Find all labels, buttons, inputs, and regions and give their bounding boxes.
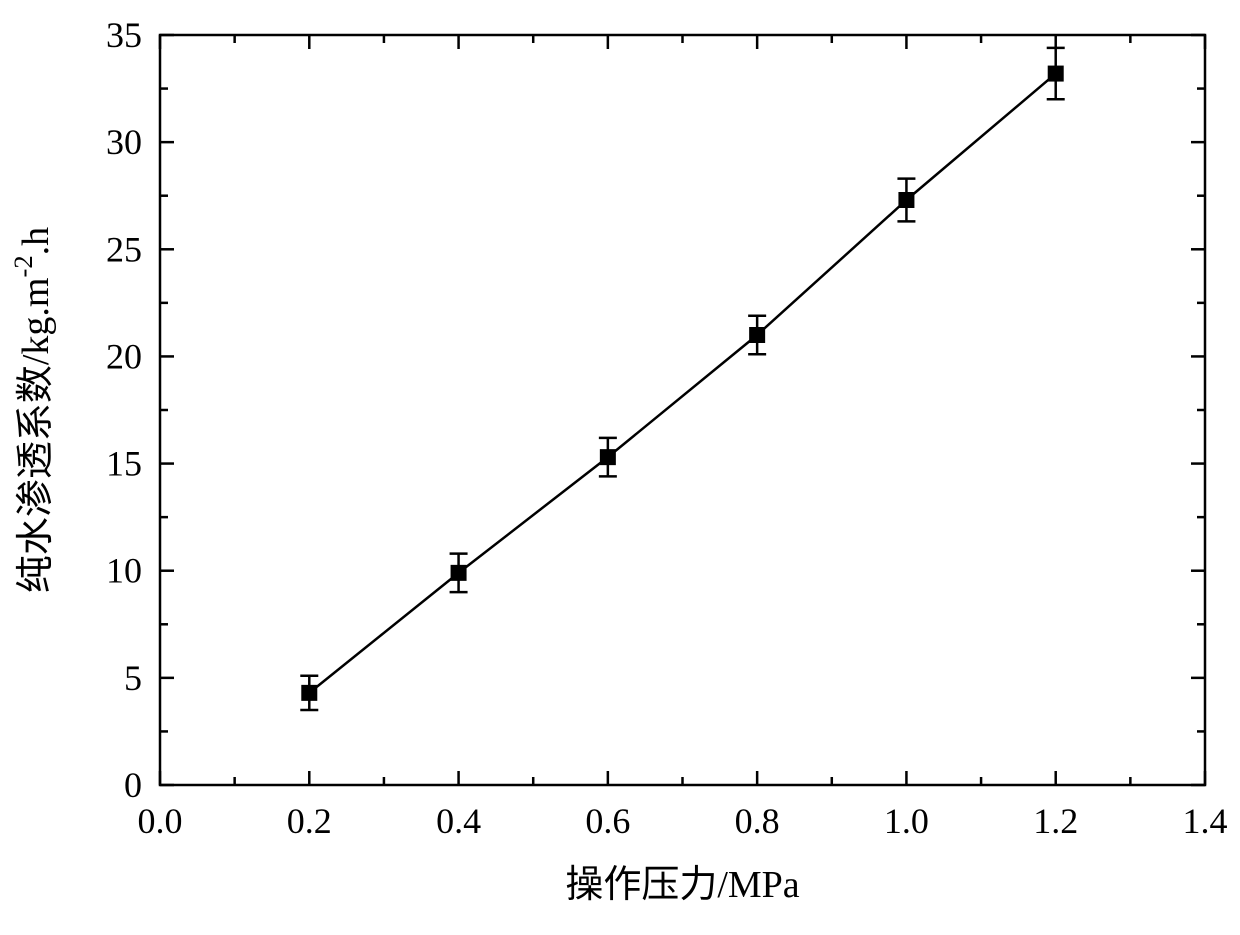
y-tick-label: 15 bbox=[106, 444, 142, 484]
x-tick-label: 0.6 bbox=[585, 801, 630, 841]
chart-svg: 0.0 0.2 0.4 0.6 0.8 1.0 1.2 1.4 0 5 10 15 20 25 30 35 操作… bbox=[0, 0, 1240, 935]
x-tick-label: 0.2 bbox=[287, 801, 332, 841]
series-marker bbox=[301, 685, 317, 701]
x-axis-label: 操作压力/MPa bbox=[565, 864, 799, 906]
y-tick-label: 25 bbox=[106, 229, 142, 269]
y-axis-label: 纯水渗透系数/kg.m-2.h bbox=[8, 227, 57, 593]
series-marker bbox=[749, 327, 765, 343]
y-tick-label: 10 bbox=[106, 551, 142, 591]
chart-container: 0.0 0.2 0.4 0.6 0.8 1.0 1.2 1.4 0 5 10 15 20 25 30 35 操作… bbox=[0, 0, 1240, 935]
chart-bg bbox=[0, 0, 1240, 935]
x-tick-label: 1.2 bbox=[1033, 801, 1078, 841]
x-tick-label: 0.0 bbox=[138, 801, 183, 841]
y-tick-label: 30 bbox=[106, 122, 142, 162]
y-tick-label: 20 bbox=[106, 336, 142, 376]
x-tick-label: 0.8 bbox=[735, 801, 780, 841]
x-tick-label: 0.4 bbox=[436, 801, 481, 841]
series-marker bbox=[600, 449, 616, 465]
x-tick-label: 1.0 bbox=[884, 801, 929, 841]
x-tick-label: 1.4 bbox=[1183, 801, 1228, 841]
series-marker bbox=[1048, 66, 1064, 82]
y-tick-label: 0 bbox=[124, 765, 142, 805]
y-tick-label: 35 bbox=[106, 15, 142, 55]
series-marker bbox=[898, 192, 914, 208]
y-tick-label: 5 bbox=[124, 658, 142, 698]
series-marker bbox=[451, 565, 467, 581]
